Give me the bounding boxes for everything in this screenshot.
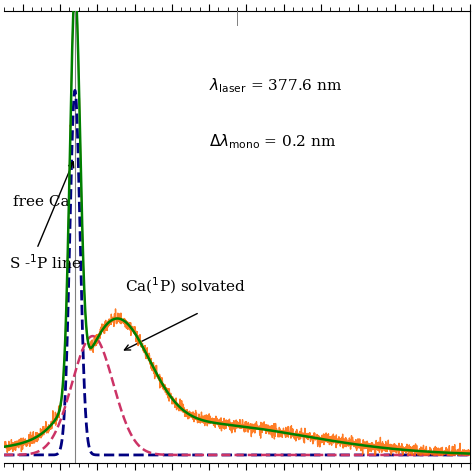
Text: $\Delta\lambda_{\rm mono}$ = 0.2 nm: $\Delta\lambda_{\rm mono}$ = 0.2 nm [209, 132, 336, 151]
Text: free Ca: free Ca [13, 195, 70, 209]
Text: S -$^{1}$P line: S -$^{1}$P line [9, 253, 82, 272]
Text: Ca($^{1}$P) solvated: Ca($^{1}$P) solvated [125, 276, 246, 296]
Text: $\lambda_{\rm laser}$ = 377.6 nm: $\lambda_{\rm laser}$ = 377.6 nm [209, 76, 342, 95]
